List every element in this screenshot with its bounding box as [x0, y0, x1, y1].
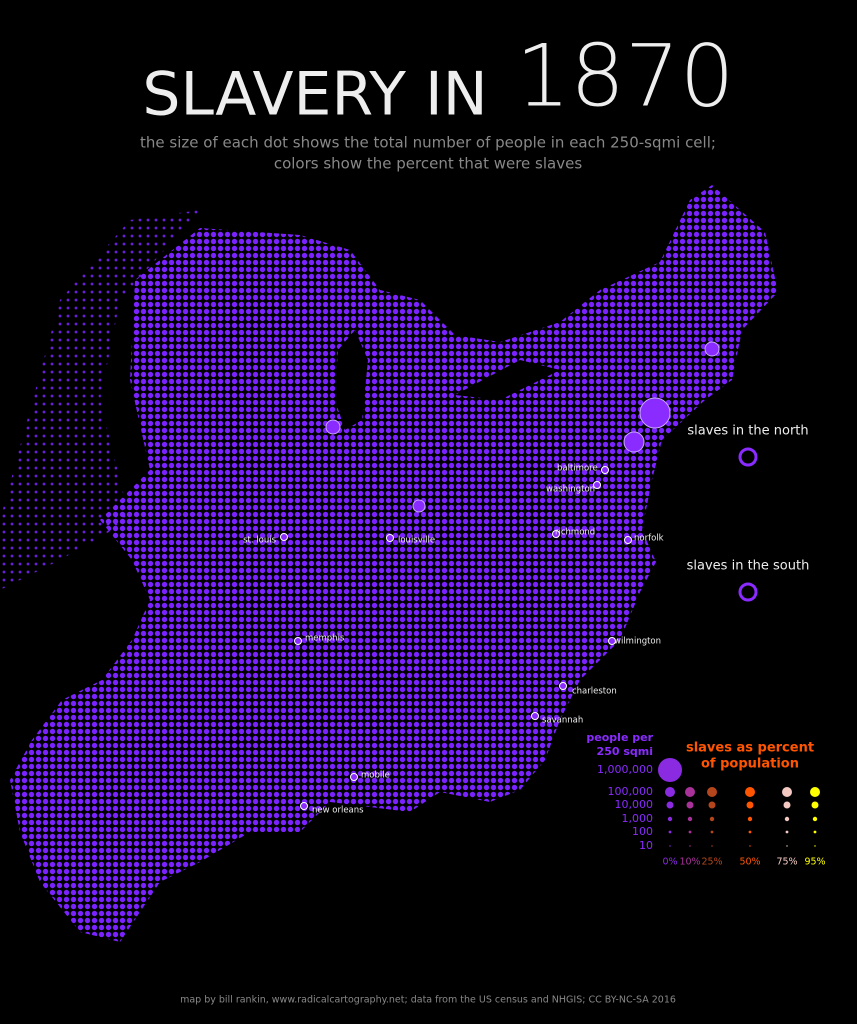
city-bubble [412, 499, 426, 513]
city-label: louisville [398, 536, 435, 546]
legend-dot [668, 830, 672, 834]
size-legend-label: 100 [632, 825, 653, 838]
legend-dot [710, 830, 714, 834]
population-dots [10, 185, 778, 942]
color-legend-label: 10% [679, 857, 700, 868]
city-marker [608, 637, 616, 645]
legend-dot [687, 816, 693, 822]
legend-dot [689, 845, 691, 847]
lake-michigan [335, 330, 368, 430]
legend-dot [748, 830, 752, 834]
legend-dot [686, 801, 694, 809]
city-label: wilmington [614, 637, 661, 647]
sparse-dots [0, 210, 200, 590]
legend-dot [749, 845, 751, 847]
legend-dot [667, 816, 673, 822]
city-marker [552, 530, 560, 538]
color-legend-label: 25% [701, 857, 722, 868]
city-label: mobile [361, 771, 390, 781]
legend-dot [810, 787, 820, 797]
legend-dot [669, 845, 671, 847]
city-marker [601, 466, 609, 474]
legend-dot [811, 801, 819, 809]
legend-dot [814, 845, 816, 847]
city-label: charleston [572, 687, 617, 697]
legend-dot [786, 845, 788, 847]
size-legend-label: 1,000,000 [597, 763, 653, 776]
color-legend-title: slaves as percent [686, 741, 814, 756]
city-marker [350, 773, 358, 781]
city-labels: baltimore washington richmond norfolk st. lo… [243, 464, 664, 816]
city-bubble [704, 341, 720, 357]
legend-dot [745, 787, 755, 797]
legend-dot [666, 801, 674, 809]
color-legend-label: 95% [804, 857, 825, 868]
legend-dot [812, 816, 818, 822]
side-legend-ring [738, 582, 758, 602]
lake-erie [455, 360, 560, 400]
size-legend-label: 10,000 [615, 798, 654, 811]
city-bubble [325, 419, 341, 435]
size-legend-title: people per [586, 731, 653, 744]
large-cities [325, 341, 720, 513]
city-marker [300, 802, 308, 810]
legend-dot [708, 801, 716, 809]
city-label: washington [546, 485, 595, 495]
city-marker [294, 637, 302, 645]
title-year: 1870 [516, 27, 735, 127]
city-label: baltimore [557, 464, 598, 474]
size-legend-label: 10 [639, 839, 653, 852]
size-legend-label: 100,000 [608, 785, 654, 798]
side-legend-label: slaves in the south [687, 559, 810, 574]
legend-dot [658, 758, 682, 782]
city-label: st. louis [243, 536, 276, 546]
legend-dot [783, 801, 791, 809]
city-marker [386, 534, 394, 542]
city-marker [593, 481, 601, 489]
size-legend-title: 250 sqmi [597, 745, 653, 758]
legend-dot [711, 845, 713, 847]
legend-dot [784, 816, 790, 822]
legend-dot [665, 787, 675, 797]
legend-dot [813, 830, 817, 834]
title: SLAVERY IN [142, 60, 487, 130]
side-legend-ring [738, 447, 758, 467]
city-marker [280, 533, 288, 541]
legend-dot [782, 787, 792, 797]
legend-dot [785, 830, 789, 834]
legend-dot [746, 801, 754, 809]
legend-dot [688, 830, 692, 834]
city-bubble [623, 431, 645, 453]
city-label: new orleans [312, 806, 364, 816]
color-legend-label: 75% [776, 857, 797, 868]
color-legend-title: of population [701, 757, 799, 772]
city-marker [531, 712, 539, 720]
city-label: norfolk [634, 534, 664, 544]
city-label: richmond [555, 528, 595, 538]
legend-dot [685, 787, 695, 797]
subtitle: colors show the percent that were slaves [274, 155, 582, 173]
city-label: memphis [305, 634, 345, 644]
city-marker [559, 682, 567, 690]
city-label: savannah [542, 716, 583, 726]
legend-dot [747, 816, 753, 822]
side-legend-label: slaves in the north [687, 424, 808, 439]
color-legend-label: 0% [662, 857, 677, 868]
color-legend-label: 50% [739, 857, 760, 868]
city-marker [624, 536, 632, 544]
legend-dot [709, 816, 715, 822]
city-bubble [639, 397, 671, 429]
footer: map by bill rankin, www.radicalcartograp… [180, 995, 676, 1006]
size-legend-label: 1,000 [622, 812, 654, 825]
subtitle: the size of each dot shows the total num… [140, 134, 716, 152]
legend-dot [707, 787, 717, 797]
legend: slaves in the north slaves in the south pe… [586, 424, 825, 868]
